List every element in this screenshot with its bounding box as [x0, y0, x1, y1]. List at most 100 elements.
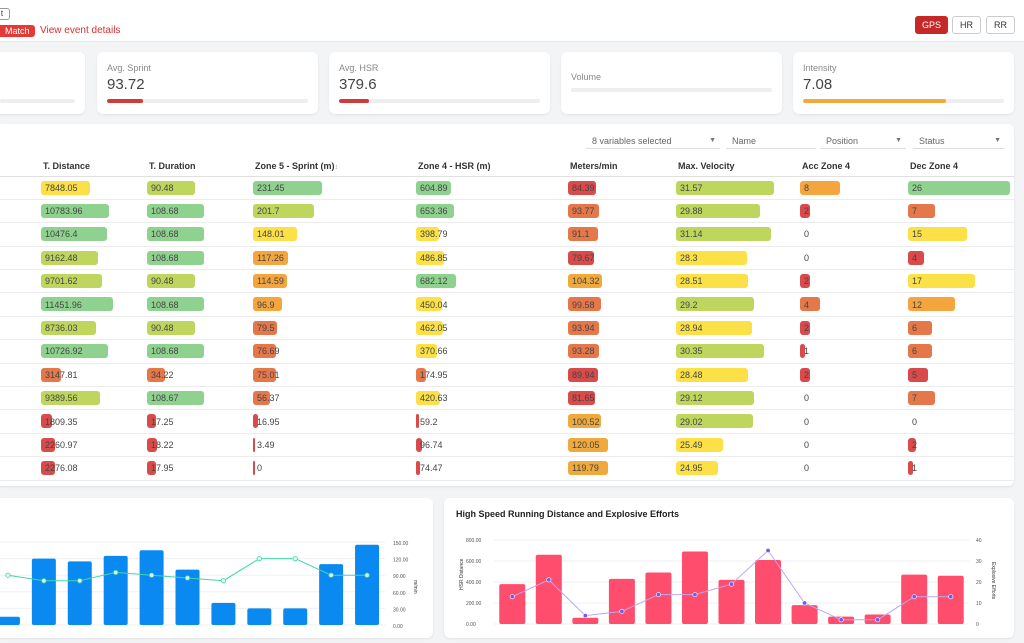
cell-value: 26: [912, 182, 923, 193]
table-row[interactable]: 8736.03 90.48 79.5 462.05 93.94 28.94 2 6: [0, 316, 1014, 341]
cell-bar: [147, 391, 205, 406]
cell-max-velocity: 28.48: [674, 363, 798, 388]
cell-meters-per-min: 100.52: [566, 409, 674, 434]
stat-label: Avg. HSR: [339, 63, 379, 73]
cell-value: 4: [912, 252, 918, 263]
cell-value: 28.3: [680, 252, 698, 263]
cell-meters-per-min: 93.28: [566, 339, 674, 364]
cell-bar: [568, 391, 595, 406]
column-header-dec-zone4[interactable]: Dec Zone 4: [906, 156, 1014, 177]
cell-total-duration: 18.22: [145, 433, 251, 458]
cell-bar: [568, 297, 601, 312]
cell-value: 17.25: [151, 416, 174, 427]
column-header-total-distance[interactable]: T. Distance: [39, 156, 145, 177]
table-row[interactable]: 7848.05 90.48 231.45 604.89 84.39 31.57 8 26: [0, 176, 1014, 200]
status-select-placeholder: Status: [919, 136, 945, 146]
player-cell[interactable]: [0, 409, 39, 434]
variables-select[interactable]: 8 variables selected ▼: [586, 133, 720, 149]
cell-bar: [147, 203, 205, 218]
column-header-zone4-hsr[interactable]: Zone 4 - HSR (m): [414, 156, 566, 177]
cell-acc-zone4: 0: [798, 246, 906, 271]
column-header-max-velocity[interactable]: Max. Velocity: [674, 156, 798, 177]
player-cell[interactable]: [0, 339, 39, 364]
cell-zone4-hsr: 74.47: [414, 456, 566, 481]
column-header-player[interactable]: [0, 156, 39, 177]
bar: [175, 569, 200, 625]
cell-bar: [676, 367, 749, 382]
table-row[interactable]: 10476.4 108.68 148.01 398.79 91.1 31.14 0 15: [0, 222, 1014, 247]
cell-max-velocity: 29.2: [674, 292, 798, 317]
column-header-zone5-sprint[interactable]: Zone 5 - Sprint (m)↕: [251, 156, 414, 177]
right-axis-tick-label: 30: [976, 559, 982, 565]
column-header-meters-per-min[interactable]: Meters/min: [566, 156, 674, 177]
match-badge: Match: [0, 25, 35, 37]
right-axis-tick-label: 10: [976, 601, 982, 607]
cell-bar: [908, 250, 924, 265]
table-row[interactable]: 10726.92 108.68 76.69 370.66 93.28 30.35 1 6: [0, 339, 1014, 364]
right-axis-tick-label: 40: [976, 538, 982, 544]
right-axis-tick-label: 0.00: [393, 624, 403, 630]
cell-bar: [253, 203, 314, 218]
status-select[interactable]: Status ▼: [913, 133, 1005, 149]
cell-bar: [908, 180, 1010, 195]
series-point: [292, 555, 298, 562]
cell-bar: [908, 391, 936, 406]
series-point: [364, 572, 370, 578]
cell-total-distance: 9389.56: [39, 386, 145, 411]
bar: [355, 544, 380, 625]
table-row[interactable]: 11451.96 108.68 96.9 450.04 99.58 29.2 4 12: [0, 292, 1014, 317]
cell-max-velocity: 25.49: [674, 433, 798, 458]
player-cell[interactable]: [0, 292, 39, 317]
table-row[interactable]: 10783.96 108.68 201.7 653.36 93.77 29.88 2 7: [0, 199, 1014, 224]
player-cell[interactable]: [0, 363, 39, 388]
cell-value: 0: [804, 439, 810, 450]
player-cell[interactable]: [0, 433, 39, 458]
player-cell[interactable]: [0, 386, 39, 411]
cell-total-duration: 17.95: [145, 456, 251, 481]
cell-value: 174.95: [420, 369, 448, 380]
cell-meters-per-min: 84.39: [566, 176, 674, 200]
series-point: [256, 555, 262, 562]
cell-total-duration: 108.67: [145, 386, 251, 411]
cell-value: 16.95: [257, 416, 280, 427]
table-row[interactable]: 2276.08 17.95 0 74.47 119.79 24.95 0 1: [0, 456, 1014, 481]
player-cell[interactable]: [0, 176, 39, 200]
cell-max-velocity: 28.3: [674, 246, 798, 271]
player-cell[interactable]: [0, 316, 39, 341]
sort-icon[interactable]: ↕: [334, 163, 339, 171]
table-row[interactable]: 9162.48 108.68 117.26 486.85 79.67 28.3 0 4: [0, 246, 1014, 271]
table-row[interactable]: 9701.62 90.48 114.59 682.12 104.32 28.51 2 17: [0, 269, 1014, 294]
cell-bar: [253, 391, 270, 406]
cell-zone5-sprint: 96.9: [251, 292, 414, 317]
position-select[interactable]: Position ▼: [820, 133, 906, 149]
table-row[interactable]: 2260.97 18.22 3.49 96.74 120.05 25.49 0 2: [0, 433, 1014, 458]
column-header-total-duration[interactable]: T. Duration: [145, 156, 251, 177]
cell-meters-per-min: 81.65: [566, 386, 674, 411]
mode-gps-button[interactable]: GPS: [915, 16, 948, 34]
cell-value: 3147.81: [45, 369, 78, 380]
player-cell[interactable]: [0, 222, 39, 247]
cell-acc-zone4: 2: [798, 269, 906, 294]
table-row[interactable]: 1809.35 17.25 16.95 59.2 100.52 29.02 0 0: [0, 409, 1014, 434]
cell-bar: [908, 203, 936, 218]
mode-hr-button[interactable]: HR: [952, 16, 981, 34]
table-row[interactable]: 3147.81 34.22 75.01 174.95 89.94 28.48 2 5: [0, 363, 1014, 388]
player-cell[interactable]: [0, 199, 39, 224]
name-filter-input[interactable]: Name: [726, 133, 816, 149]
view-event-details-link[interactable]: View event details: [40, 25, 121, 36]
player-cell[interactable]: [0, 456, 39, 481]
cell-zone5-sprint: 75.01: [251, 363, 414, 388]
bar: [103, 555, 128, 625]
player-cell[interactable]: [0, 246, 39, 271]
cell-bar: [253, 414, 259, 429]
back-button[interactable]: t: [0, 8, 10, 20]
cell-value: 93.77: [572, 206, 595, 217]
cell-acc-zone4: 2: [798, 363, 906, 388]
cell-value: 29.2: [680, 299, 698, 310]
table-row[interactable]: 9389.56 108.67 56.37 420.63 81.65 29.12 0 7: [0, 386, 1014, 411]
cell-value: 450.04: [420, 299, 448, 310]
cell-value: 17.95: [151, 463, 174, 474]
column-header-acc-zone4[interactable]: Acc Zone 4: [798, 156, 906, 177]
mode-rr-button[interactable]: RR: [986, 16, 1015, 34]
player-cell[interactable]: [0, 269, 39, 294]
